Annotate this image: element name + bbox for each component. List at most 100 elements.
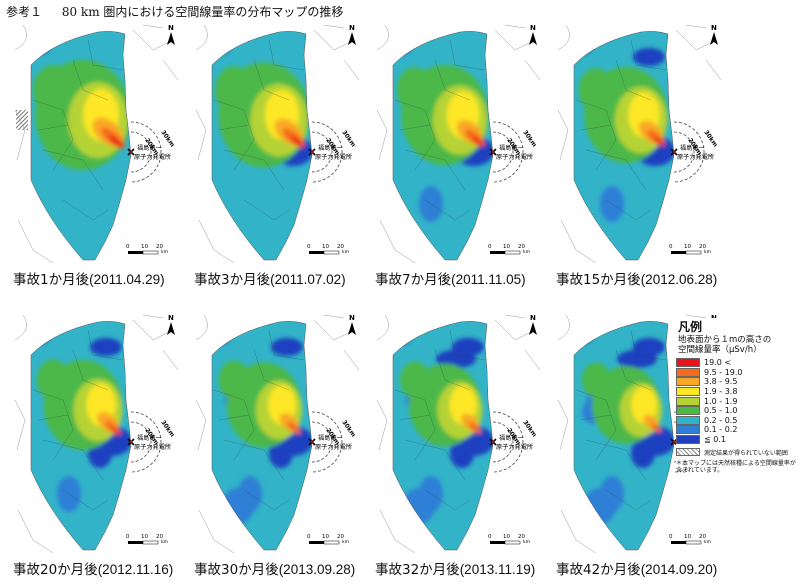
svg-text:N: N <box>168 24 174 32</box>
legend-item-label: 3.8 - 9.5 <box>704 377 738 387</box>
svg-text:km: km <box>523 539 530 545</box>
reference-number: 参考１ <box>6 5 43 19</box>
map-caption: 事故15か月後(2012.06.28) <box>556 268 756 288</box>
map-caption: 事故30か月後(2013.09.28) <box>194 558 394 578</box>
legend-item: 0.2 - 0.5 <box>676 415 798 426</box>
svg-text:km: km <box>161 539 168 545</box>
legend-item-label: 0.2 - 0.5 <box>704 415 738 425</box>
legend-subtitle-2: 空間線量率（μSv/h） <box>678 345 762 355</box>
map-caption: 事故20か月後(2012.11.16) <box>13 558 213 578</box>
svg-text:0: 0 <box>669 244 673 250</box>
svg-text:福島第一: 福島第一 <box>499 144 524 152</box>
legend-swatch <box>676 358 700 368</box>
svg-text:20: 20 <box>337 534 344 540</box>
caption-label: 事故32か月後 <box>375 562 460 578</box>
svg-text:20: 20 <box>337 244 344 250</box>
svg-text:km: km <box>704 539 711 545</box>
legend-item: 0.1 - 0.2 <box>676 425 798 435</box>
map-caption: 事故7か月後(2011.11.05) <box>375 268 575 288</box>
svg-text:10: 10 <box>684 244 691 250</box>
svg-text:原子力発電所: 原子力発電所 <box>134 153 171 161</box>
legend-item: 1.9 - 3.8 <box>676 387 798 397</box>
legend-hatch-note: 測定結果が得られていない範囲 <box>704 450 788 458</box>
svg-text:0: 0 <box>126 534 130 540</box>
legend-item-label: 0.1 - 0.2 <box>704 425 738 435</box>
svg-text:福島第一: 福島第一 <box>318 434 343 442</box>
map-caption: 事故1か月後(2011.04.29) <box>13 268 213 288</box>
caption-label: 事故1か月後 <box>13 272 90 288</box>
svg-text:km: km <box>523 249 530 255</box>
legend-swatch <box>676 406 700 416</box>
legend-swatch <box>676 425 700 435</box>
svg-text:20: 20 <box>699 244 706 250</box>
svg-text:原子力発電所: 原子力発電所 <box>677 153 714 161</box>
svg-text:10: 10 <box>141 244 148 250</box>
svg-text:福島第一: 福島第一 <box>680 144 705 152</box>
svg-text:原子力発電所: 原子力発電所 <box>315 443 352 451</box>
svg-text:福島第一: 福島第一 <box>137 144 162 152</box>
svg-text:10: 10 <box>503 534 510 540</box>
svg-text:原子力発電所: 原子力発電所 <box>496 443 533 451</box>
legend-swatch <box>676 377 700 387</box>
svg-text:20: 20 <box>518 244 525 250</box>
svg-text:原子力発電所: 原子力発電所 <box>315 153 352 161</box>
caption-date: (2012.06.28) <box>640 272 718 287</box>
caption-date: (2013.11.19) <box>459 562 536 577</box>
legend-item: 1.0 - 1.9 <box>676 396 798 406</box>
legend-title: 凡例 <box>678 320 703 334</box>
svg-text:10: 10 <box>322 534 329 540</box>
caption-label: 事故20か月後 <box>13 562 98 578</box>
caption-date: (2012.11.16) <box>97 562 174 577</box>
svg-text:0: 0 <box>669 534 673 540</box>
svg-text:0: 0 <box>488 244 492 250</box>
legend-item-label: 0.5 - 1.0 <box>704 406 738 416</box>
svg-text:原子力発電所: 原子力発電所 <box>496 153 533 161</box>
caption-date: (2014.09.20) <box>640 562 718 577</box>
svg-text:km: km <box>704 249 711 255</box>
svg-text:N: N <box>168 314 174 322</box>
legend-subtitle-1: 地表面から１mの高さの <box>678 335 772 345</box>
caption-date: (2011.07.02) <box>270 272 346 287</box>
legend-swatch <box>676 387 700 397</box>
legend-item: 19.0 < <box>676 358 798 368</box>
legend: 凡例 地表面から１mの高さの 空間線量率（μSv/h） 19.0 <9.5 - … <box>676 318 798 474</box>
legend-swatch <box>676 415 700 425</box>
legend-swatch <box>676 435 700 445</box>
map-panel: 30km 20km 福島第一 原子力発電所 N 0 10 20 km 事故3か月後(2011.07… <box>194 20 364 290</box>
legend-item: 9.5 - 19.0 <box>676 367 798 378</box>
svg-text:20: 20 <box>699 534 706 540</box>
page-title: 80 km 圏内における空間線量率の分布マップの推移 <box>61 5 344 19</box>
map-panel: 30km 20km 福島第一 原子力発電所 N 0 10 20 km 事故1か月後(2011.04… <box>13 20 183 290</box>
svg-text:20: 20 <box>156 534 163 540</box>
legend-swatch <box>676 396 700 406</box>
map-panel: 30km 20km 福島第一 原子力発電所 N 0 10 20 km 事故7か月後(2011.11… <box>375 20 545 290</box>
caption-label: 事故15か月後 <box>556 272 641 288</box>
legend-item: 3.8 - 9.5 <box>676 377 798 387</box>
page-header: 参考１ 80 km 圏内における空間線量率の分布マップの推移 <box>6 3 343 20</box>
map-panel: 30km 20km 福島第一 原子力発電所 N 0 10 20 km 事故32か月後(2013.1… <box>375 310 545 580</box>
caption-date: (2013.09.28) <box>278 562 356 577</box>
legend-item-label: 9.5 - 19.0 <box>704 367 743 377</box>
svg-text:0: 0 <box>126 244 130 250</box>
legend-rows: 19.0 <9.5 - 19.0 3.8 - 9.5 1.9 - 3.8 1.0 - … <box>676 358 798 445</box>
svg-text:原子力発電所: 原子力発電所 <box>134 443 171 451</box>
svg-text:km: km <box>342 249 349 255</box>
svg-text:福島第一: 福島第一 <box>137 434 162 442</box>
svg-text:10: 10 <box>503 244 510 250</box>
map-panel: 30km 20km 福島第一 原子力発電所 N 0 10 20 km 事故20か月後(2012.1… <box>13 310 183 580</box>
svg-text:0: 0 <box>307 244 311 250</box>
svg-text:20: 20 <box>518 534 525 540</box>
caption-label: 事故30か月後 <box>194 562 279 578</box>
svg-text:N: N <box>349 24 355 32</box>
caption-label: 事故7か月後 <box>375 272 452 288</box>
legend-item-label: 1.0 - 1.9 <box>704 396 738 406</box>
svg-text:N: N <box>530 24 536 32</box>
svg-text:10: 10 <box>684 534 691 540</box>
svg-text:km: km <box>342 539 349 545</box>
legend-item-label: 1.9 - 3.8 <box>704 387 738 397</box>
map-caption: 事故3か月後(2011.07.02) <box>194 268 394 288</box>
svg-text:福島第一: 福島第一 <box>499 434 524 442</box>
